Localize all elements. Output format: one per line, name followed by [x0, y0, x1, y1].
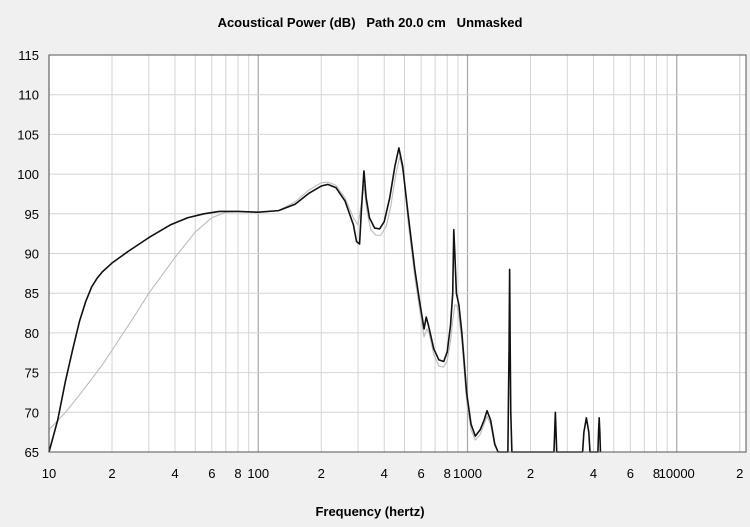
y-tick-label: 80 — [25, 326, 39, 341]
x-tick-label: 4 — [171, 466, 178, 481]
x-tick-label: 6 — [627, 466, 634, 481]
plot-frame — [48, 54, 747, 453]
y-tick-label: 100 — [17, 167, 39, 182]
x-tick-label: 8 — [444, 466, 451, 481]
x-tick-label: 2 — [318, 466, 325, 481]
y-tick-label: 70 — [25, 405, 39, 420]
y-tick-label: 110 — [18, 88, 39, 103]
x-tick-label: 4 — [590, 466, 597, 481]
x-tick-label: 8 — [234, 466, 241, 481]
y-tick-label: 85 — [25, 286, 39, 301]
y-tick-label: 90 — [25, 247, 39, 262]
x-axis-label: Frequency (hertz) — [315, 504, 424, 519]
x-tick-label: 1000 — [453, 466, 482, 481]
x-tick-label: 10000 — [659, 466, 695, 481]
x-tick-label: 2 — [527, 466, 534, 481]
x-tick-label: 100 — [247, 466, 269, 481]
y-axis-ticks: 65 70 75 80 85 90 95 100 105 110 115 — [17, 48, 39, 460]
y-tick-label: 65 — [25, 445, 39, 460]
y-tick-label: 75 — [25, 366, 39, 381]
y-tick-label: 115 — [18, 48, 39, 63]
x-tick-label: 10 — [42, 466, 56, 481]
x-tick-label: 4 — [381, 466, 388, 481]
y-tick-label: 95 — [25, 207, 39, 222]
x-tick-label: 2 — [108, 466, 115, 481]
chart-title: Acoustical Power (dB) Path 20.0 cm Unmas… — [218, 15, 523, 30]
y-tick-label: 105 — [17, 127, 39, 142]
x-tick-label: 2 — [736, 466, 743, 481]
x-tick-label: 6 — [208, 466, 215, 481]
x-tick-label: 6 — [417, 466, 424, 481]
x-tick-label: 8 — [653, 466, 660, 481]
